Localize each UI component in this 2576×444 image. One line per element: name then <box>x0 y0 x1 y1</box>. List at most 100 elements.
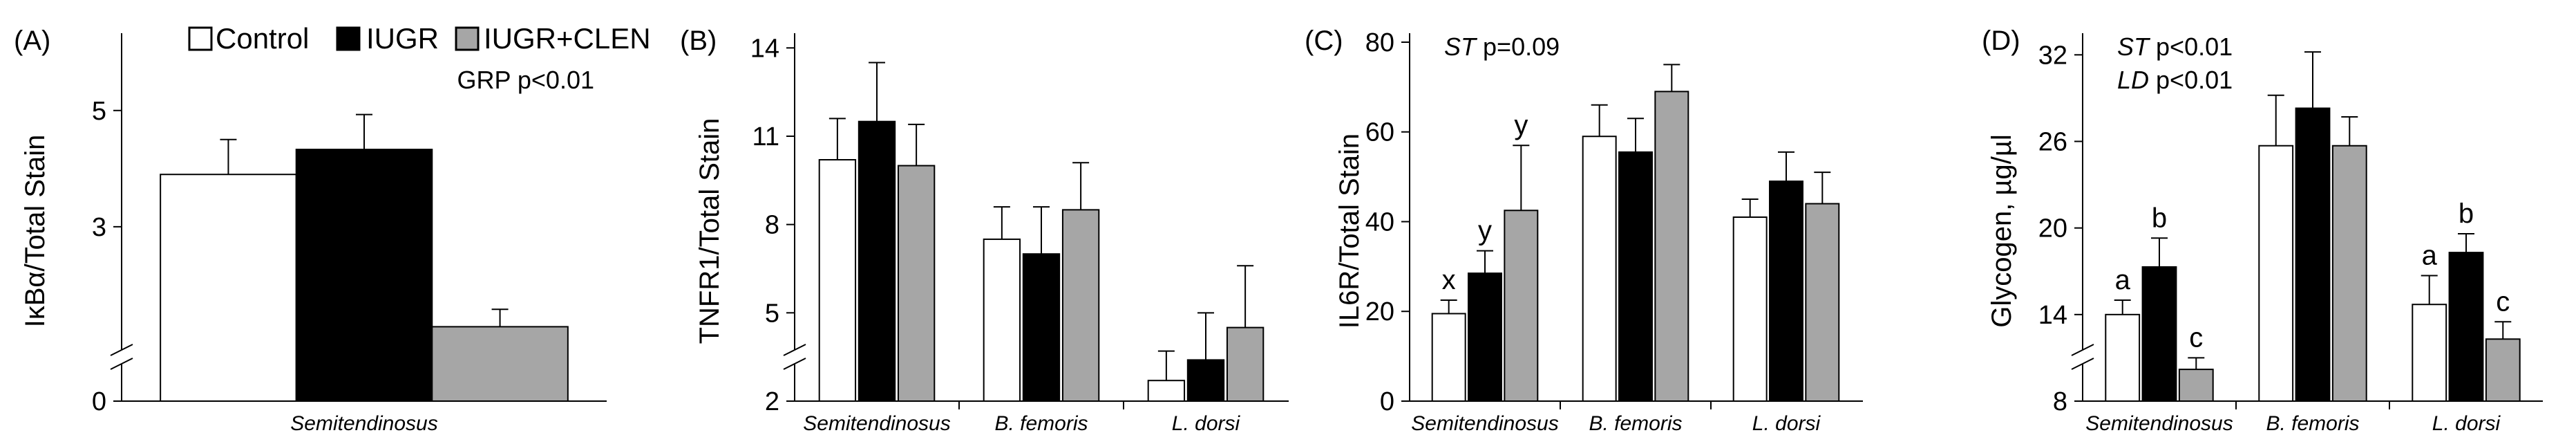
legend: Control IUGR IUGR+CLEN <box>188 22 651 55</box>
panel-label: (A) <box>14 26 50 56</box>
category-label: Semitendinosus <box>803 412 950 435</box>
bar <box>2295 107 2331 402</box>
stat-annotation: ST p=0.09 <box>1444 33 1560 61</box>
category-label: Semitendinosus <box>2085 412 2233 435</box>
y-tick-label: 8 <box>2053 387 2067 416</box>
bar <box>295 149 433 402</box>
bar <box>2485 338 2521 402</box>
y-tick-label: 8 <box>765 211 779 240</box>
y-tick-label: 40 <box>1365 207 1394 237</box>
stat-annotation-term: ST <box>2117 33 2151 61</box>
bar <box>2448 252 2484 403</box>
stat-annotation-value: p<0.01 <box>2149 33 2233 61</box>
stat-annotation-value: p<0.01 <box>2149 66 2233 94</box>
y-tick-label: 60 <box>1365 118 1394 147</box>
y-tick-label: 3 <box>92 213 106 242</box>
bar <box>1618 151 1653 403</box>
stat-annotation: LD p<0.01 <box>2117 66 2233 94</box>
bar <box>1061 209 1100 402</box>
axis-break-mark <box>783 358 806 370</box>
category-label: B. femoris <box>2266 412 2359 435</box>
chart-panel-1: (A) 0 3 5 IκBα/Total Stain Semitendinosus GRP … <box>14 26 607 435</box>
y-tick-label: 20 <box>2038 214 2067 243</box>
legend-label-iugr: IUGR <box>366 22 439 55</box>
y-tick-label: 0 <box>1380 387 1394 416</box>
legend-swatch-control <box>188 26 213 51</box>
legend-label-iugr-clen: IUGR+CLEN <box>484 22 651 55</box>
axis-break-gap <box>2072 350 2094 364</box>
bar <box>1654 91 1689 402</box>
bar <box>818 159 857 402</box>
y-tick-label: 0 <box>92 387 106 416</box>
bar <box>1431 313 1466 402</box>
legend-swatch-iugr-clen <box>455 26 480 51</box>
stat-annotation-value: p=0.09 <box>1476 33 1560 61</box>
bar <box>1732 216 1768 402</box>
axis-break-gap <box>784 350 806 364</box>
y-tick-label: 80 <box>1365 28 1394 57</box>
bar <box>897 165 936 403</box>
stat-annotation-term: ST <box>1444 33 1478 61</box>
significance-letter: y <box>1514 110 1528 140</box>
significance-letter: a <box>2115 265 2131 295</box>
bar <box>2331 145 2367 403</box>
axis-break-mark <box>110 344 133 356</box>
category-label: L. dorsi <box>1752 412 1821 435</box>
category-label: Semitendinosus <box>1411 412 1558 435</box>
category-label: B. femoris <box>994 412 1088 435</box>
significance-letter: a <box>2422 240 2438 270</box>
bar <box>431 326 569 402</box>
legend-label-control: Control <box>216 22 309 55</box>
axis-break-mark <box>2071 344 2094 356</box>
bar <box>2105 313 2141 402</box>
y-tick-label: 5 <box>765 299 779 328</box>
bar <box>2141 266 2177 402</box>
significance-letter: c <box>2189 322 2203 353</box>
y-tick-label: 14 <box>750 34 779 63</box>
y-tick-label: 14 <box>2038 301 2067 330</box>
bar <box>858 120 896 402</box>
bar <box>160 174 297 403</box>
significance-letter: c <box>2496 286 2510 317</box>
bar <box>1022 253 1061 403</box>
axis-break-mark <box>110 358 133 370</box>
significance-letter: b <box>2459 198 2474 229</box>
y-tick-label: 11 <box>752 122 779 151</box>
bar <box>2178 369 2214 403</box>
panel-label: (C) <box>1305 26 1343 56</box>
legend-swatch-iugr <box>336 26 361 51</box>
category-label: B. femoris <box>1589 412 1682 435</box>
panel-label: (D) <box>1982 26 2020 56</box>
y-tick-label: 26 <box>2038 127 2067 156</box>
category-label: L. dorsi <box>2432 412 2501 435</box>
bar <box>1226 326 1265 403</box>
y-axis-title: TNFR1/Total Stain <box>694 118 725 344</box>
axis-break-gap <box>111 350 133 364</box>
y-axis-title: IL6R/Total Stain <box>1334 133 1365 329</box>
stat-annotation: ST p<0.01 <box>2117 33 2233 61</box>
bar <box>1504 210 1539 402</box>
category-label: L. dorsi <box>1172 412 1241 435</box>
stat-annotation-term: LD <box>2117 66 2149 94</box>
bar <box>1582 136 1617 402</box>
panel-label: (B) <box>680 26 717 56</box>
axis-break-mark <box>783 344 806 356</box>
bar <box>1147 380 1186 403</box>
y-axis-title: IκBα/Total Stain <box>20 135 50 328</box>
bar <box>2412 304 2447 402</box>
bar <box>1186 359 1225 403</box>
significance-letter: b <box>2152 203 2167 233</box>
bar <box>983 238 1021 403</box>
bar <box>1468 272 1502 402</box>
bar <box>2258 145 2294 403</box>
category-label: Semitendinosus <box>290 412 437 435</box>
significance-letter: x <box>1442 265 1456 295</box>
bar <box>1769 181 1803 402</box>
y-axis-title: Glycogen, µg/µl <box>1987 134 2017 328</box>
bar <box>1805 203 1840 402</box>
y-tick-label: 2 <box>765 387 779 416</box>
axis-break-mark <box>2071 358 2094 370</box>
